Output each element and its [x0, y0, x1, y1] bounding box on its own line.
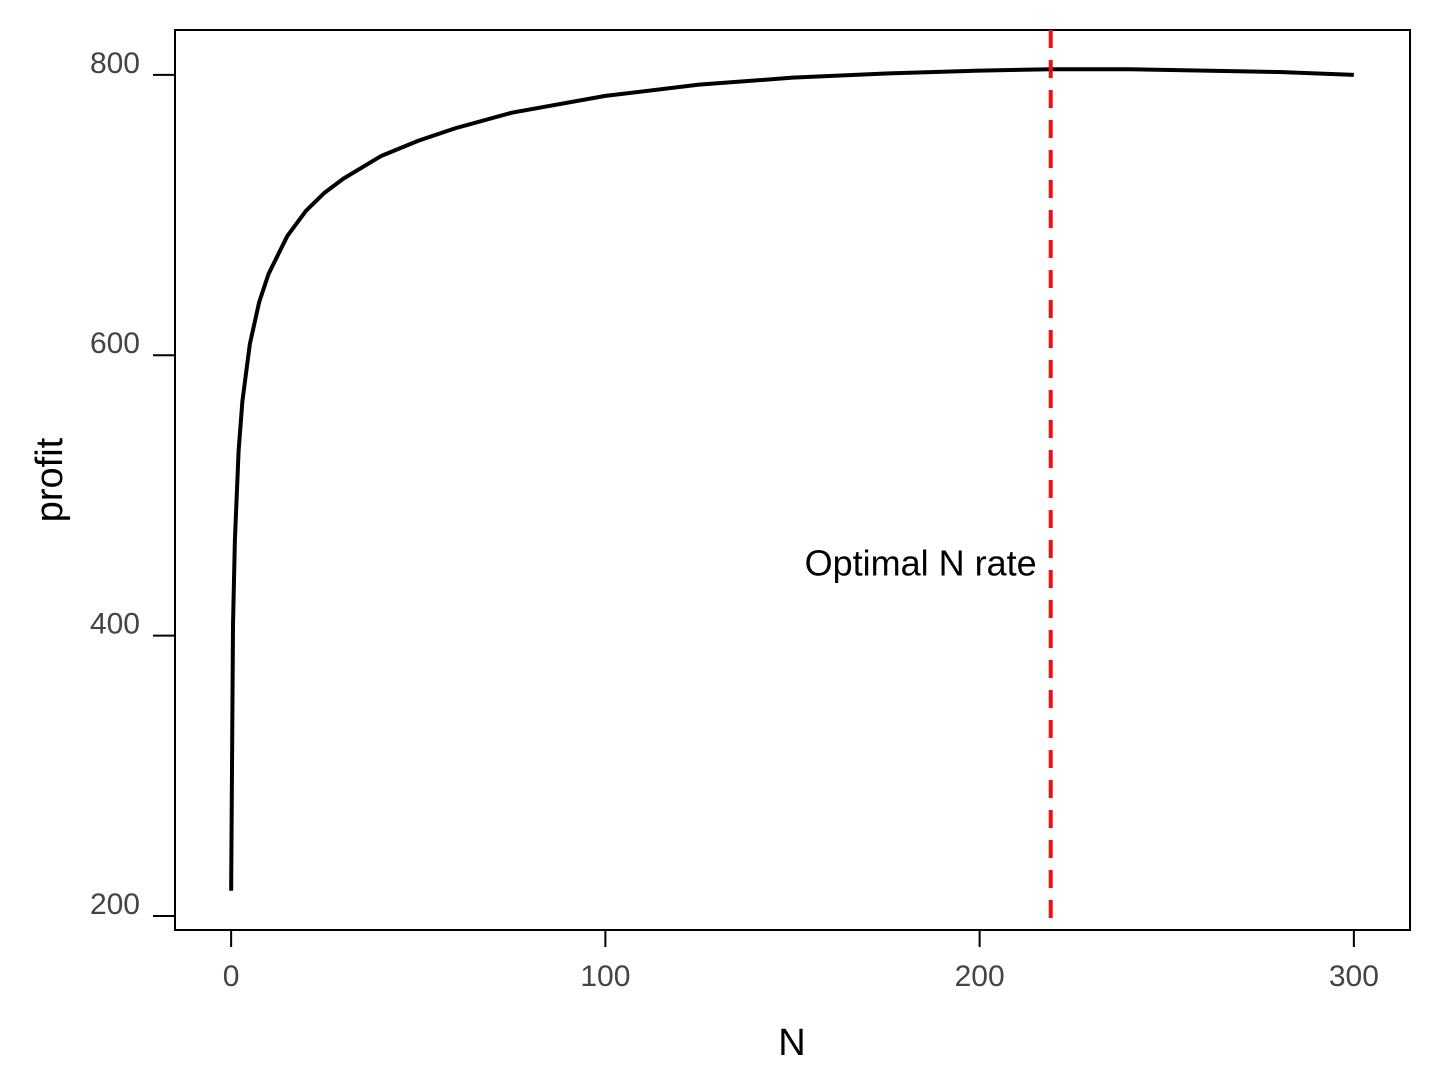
- y-tick-label-200: 200: [90, 888, 140, 921]
- profit-curve-line: [229, 67, 1354, 891]
- plot-area: Optimal N rate: [229, 30, 1354, 930]
- y-tick-label-600: 600: [90, 327, 140, 360]
- x-tick-label-200: 200: [955, 960, 1005, 993]
- x-axis: 0 100 200 300: [223, 930, 1379, 993]
- x-axis-title: N: [778, 1022, 805, 1064]
- y-axis: 200 400 600 800: [90, 47, 175, 921]
- x-tick-label-300: 300: [1329, 960, 1379, 993]
- plot-frame: [174, 29, 1411, 931]
- optimal-rate-annotation: Optimal N rate: [805, 542, 1037, 583]
- x-tick-label-0: 0: [223, 960, 240, 993]
- y-tick-label-800: 800: [90, 47, 140, 80]
- y-axis-title: profit: [29, 437, 71, 522]
- y-tick-label-400: 400: [90, 608, 140, 641]
- x-tick-label-100: 100: [580, 960, 630, 993]
